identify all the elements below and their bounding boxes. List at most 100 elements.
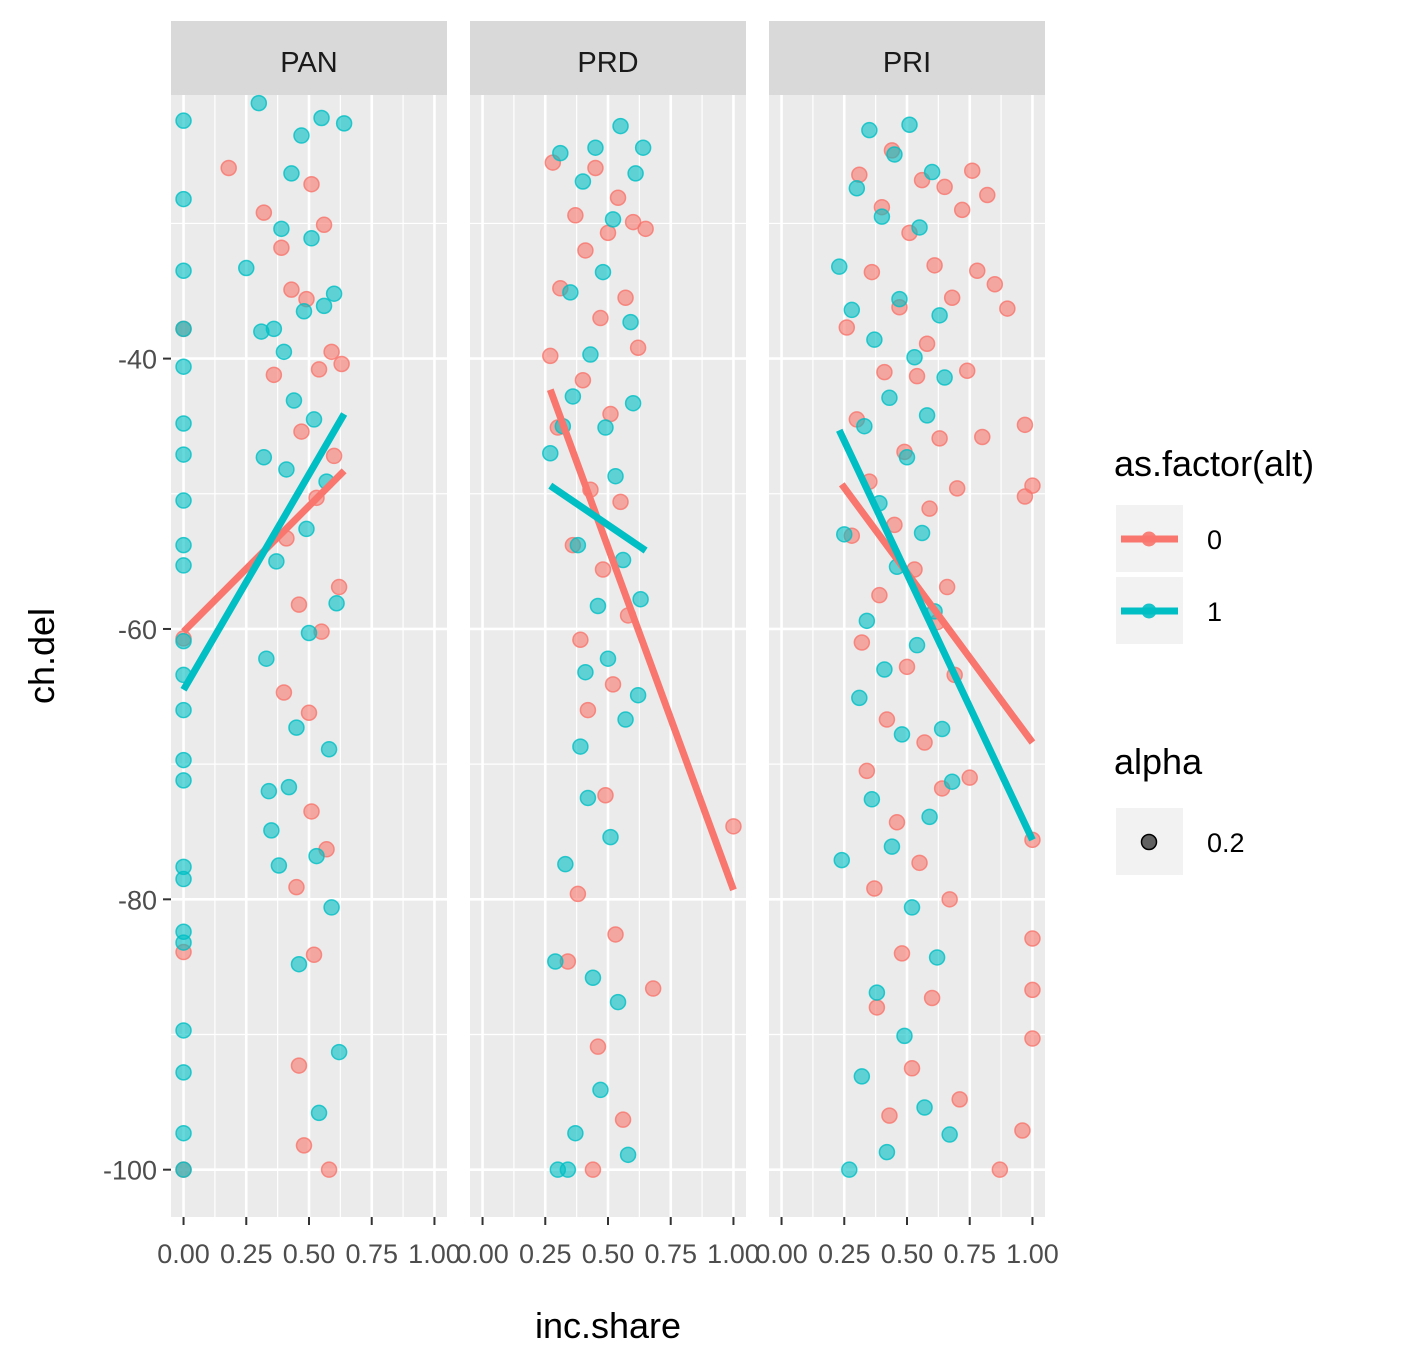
x-tick-label: 0.75 bbox=[644, 1239, 697, 1269]
data-point-pan-alt1 bbox=[250, 94, 268, 112]
data-point-prd-alt0 bbox=[542, 347, 559, 365]
data-point-pan-alt1 bbox=[238, 259, 255, 277]
data-point-pan-alt0 bbox=[288, 878, 305, 896]
data-point-pri-alt1 bbox=[901, 116, 918, 133]
data-point-prd-alt0 bbox=[617, 289, 634, 307]
data-point-pan-alt1 bbox=[175, 446, 192, 463]
data-point-pan-alt1 bbox=[330, 1043, 348, 1061]
data-point-pan-alt0 bbox=[320, 1161, 338, 1178]
data-point-prd-alt1 bbox=[627, 165, 644, 182]
data-point-pri-alt0 bbox=[931, 430, 948, 447]
data-point-pan-alt1 bbox=[175, 415, 192, 432]
data-point-pri-alt1 bbox=[876, 661, 893, 678]
data-point-pan-alt1 bbox=[275, 343, 293, 361]
data-point-pri-alt0 bbox=[871, 586, 888, 604]
data-point-pri-alt0 bbox=[969, 262, 986, 279]
data-point-pri-alt1 bbox=[941, 1126, 958, 1143]
data-point-pri-alt0 bbox=[918, 335, 936, 352]
data-point-prd-alt1 bbox=[567, 1124, 584, 1142]
x-tick-label: 0.25 bbox=[818, 1239, 871, 1269]
data-point-pri-alt1 bbox=[933, 720, 951, 738]
data-point-prd-alt1 bbox=[577, 663, 594, 681]
data-point-pan-alt1 bbox=[175, 751, 192, 769]
data-point-pri-alt1 bbox=[831, 258, 848, 275]
data-point-pri-alt1 bbox=[851, 689, 868, 707]
x-tick-label: 0.25 bbox=[220, 1239, 273, 1269]
data-point-pri-alt0 bbox=[941, 891, 958, 908]
data-point-pan-alt1 bbox=[295, 303, 313, 320]
legend-alpha-label: 0.2 bbox=[1207, 828, 1245, 858]
data-point-pan-alt1 bbox=[315, 297, 333, 315]
data-point-pan-alt1 bbox=[175, 701, 192, 719]
legend-color-items: 01 bbox=[1116, 505, 1222, 644]
data-point-pan-alt1 bbox=[298, 520, 315, 538]
data-point-pri-alt1 bbox=[866, 331, 883, 348]
data-point-pan-alt0 bbox=[300, 704, 318, 722]
data-point-pan-alt0 bbox=[305, 946, 323, 963]
x-tick-label: 0.50 bbox=[283, 1239, 336, 1269]
x-tick-label: 0.75 bbox=[345, 1239, 398, 1269]
data-point-pri-alt0 bbox=[851, 166, 868, 184]
data-point-pri-alt0 bbox=[986, 276, 1004, 293]
facet-panel-pri: PRI bbox=[769, 21, 1045, 1217]
fit-line-pri-alt0 bbox=[838, 482, 1036, 745]
data-point-prd-alt1 bbox=[579, 789, 597, 807]
x-tick-label: 0.75 bbox=[943, 1239, 996, 1269]
legend-alpha-items: 0.2 bbox=[1116, 808, 1245, 875]
data-point-pri-alt1 bbox=[843, 301, 861, 319]
data-point-pri-alt0 bbox=[979, 186, 996, 204]
data-point-prd-alt1 bbox=[604, 211, 622, 228]
data-point-pri-alt0 bbox=[938, 578, 956, 596]
data-point-prd-alt0 bbox=[602, 405, 619, 423]
data-point-pan-alt1 bbox=[273, 220, 290, 238]
data-point-pan-alt0 bbox=[330, 578, 348, 596]
facet-panel-pan: PAN bbox=[171, 21, 447, 1217]
data-point-pan-alt0 bbox=[325, 447, 343, 465]
data-point-pan-alt1 bbox=[308, 847, 325, 865]
data-point-pri-alt0 bbox=[923, 989, 941, 1007]
data-point-pan-alt0 bbox=[295, 1137, 313, 1154]
data-point-pan-alt1 bbox=[335, 115, 353, 132]
data-point-prd-alt0 bbox=[577, 242, 594, 259]
data-point-prd-alt0 bbox=[612, 493, 629, 511]
data-point-pri-alt0 bbox=[1024, 930, 1041, 947]
data-point-prd-alt1 bbox=[602, 828, 619, 846]
data-point-pan-alt0 bbox=[323, 343, 340, 361]
data-point-prd-alt0 bbox=[574, 371, 592, 389]
facet-panels: PAN PRD PRI bbox=[171, 21, 1045, 1217]
data-point-prd-alt1 bbox=[582, 346, 599, 363]
data-point-pan-alt0 bbox=[290, 1057, 308, 1074]
data-point-prd-alt0 bbox=[624, 213, 642, 231]
data-point-prd-alt0 bbox=[594, 561, 612, 578]
data-point-pri-alt0 bbox=[1024, 477, 1041, 494]
data-point-pri-alt1 bbox=[908, 636, 926, 654]
data-point-pan-alt1 bbox=[175, 632, 192, 650]
data-point-pan-alt1 bbox=[175, 1124, 192, 1142]
data-point-prd-alt0 bbox=[569, 885, 587, 903]
data-point-pan-alt1 bbox=[260, 782, 278, 800]
data-point-pan-alt0 bbox=[315, 216, 333, 234]
data-point-pri-alt0 bbox=[876, 363, 893, 381]
data-point-pan-alt1 bbox=[175, 870, 192, 888]
x-tick-label: 0.50 bbox=[582, 1239, 635, 1269]
data-point-prd-alt1 bbox=[622, 313, 639, 331]
data-point-pri-alt1 bbox=[841, 1161, 858, 1178]
data-point-pan-alt1 bbox=[293, 127, 310, 144]
data-point-prd-alt0 bbox=[637, 220, 654, 238]
data-point-prd-alt1 bbox=[564, 388, 582, 405]
data-point-pri-alt0 bbox=[991, 1161, 1009, 1178]
data-point-pan-alt1 bbox=[175, 320, 192, 338]
data-point-prd-alt1 bbox=[607, 467, 624, 485]
x-tick-label: 1.00 bbox=[1006, 1239, 1059, 1269]
data-point-pan-alt1 bbox=[313, 109, 330, 127]
data-point-pan-alt1 bbox=[290, 955, 308, 973]
data-point-pri-alt0 bbox=[921, 500, 938, 517]
data-point-pri-alt0 bbox=[866, 880, 883, 897]
data-point-pan-alt1 bbox=[285, 392, 303, 409]
data-point-prd-alt1 bbox=[632, 590, 649, 608]
data-point-pan-alt1 bbox=[258, 650, 275, 667]
data-point-pri-alt1 bbox=[918, 407, 936, 424]
x-axis: 0.00 0.25 0.50 0.75 1.000.00 0.25 0.50 0.75 1.00… bbox=[157, 1217, 1059, 1269]
y-tick-label: -100 bbox=[103, 1156, 157, 1186]
data-point-pan-alt1 bbox=[175, 358, 192, 375]
